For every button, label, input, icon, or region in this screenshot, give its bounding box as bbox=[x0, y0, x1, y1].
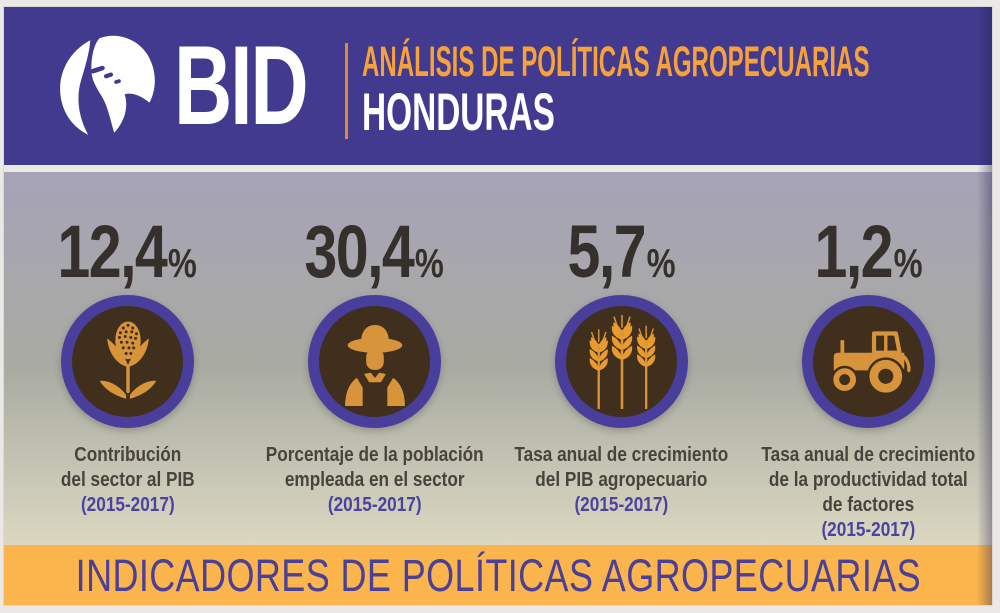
stat-column-employment: 30,4% bbox=[251, 172, 498, 545]
header-title: ANÁLISIS DE POLÍTICAS AGROPECUARIAS bbox=[362, 38, 870, 86]
infographic-page: BID ANÁLISIS DE POLÍTICAS AGROPECUARIAS … bbox=[4, 7, 992, 605]
header-divider bbox=[345, 43, 348, 139]
stat-caption: Contribución del sector al PIB (2015-201… bbox=[61, 443, 195, 518]
stat-caption: Tasa anual de crecimiento del PIB agrope… bbox=[515, 443, 729, 518]
stat-period: (2015-2017) bbox=[80, 494, 175, 516]
tractor-icon bbox=[830, 330, 911, 395]
footer-title: INDICADORES DE POLÍTICAS AGROPECUARIAS bbox=[75, 549, 921, 601]
bid-logo-text: BID bbox=[174, 23, 309, 148]
percent-sign: % bbox=[415, 240, 445, 286]
stat-value: 30,4% bbox=[305, 215, 444, 289]
caption-line: Porcentaje de la población bbox=[265, 444, 484, 466]
footer-band: INDICADORES DE POLÍTICAS AGROPECUARIAS bbox=[4, 545, 992, 605]
caption-line: Contribución bbox=[73, 444, 182, 466]
stat-badge bbox=[555, 295, 688, 428]
header-band: BID ANÁLISIS DE POLÍTICAS AGROPECUARIAS … bbox=[4, 7, 992, 165]
caption-line: del sector al PIB bbox=[60, 469, 195, 491]
corn-icon bbox=[99, 320, 156, 399]
percent-sign: % bbox=[168, 240, 198, 286]
caption-line: del PIB agropecuario bbox=[535, 469, 708, 491]
bid-globe-icon bbox=[60, 35, 155, 135]
wheat-icon bbox=[577, 315, 667, 409]
farmer-icon bbox=[344, 324, 405, 406]
caption-line: empleada en el sector bbox=[284, 469, 465, 491]
caption-line: Tasa anual de crecimiento bbox=[761, 444, 976, 466]
stat-period: (2015-2017) bbox=[574, 494, 669, 516]
stat-badge bbox=[308, 295, 441, 428]
percent-sign: % bbox=[893, 240, 923, 286]
percent-sign: % bbox=[646, 240, 676, 286]
caption-line: de factores bbox=[822, 494, 915, 516]
stat-column-productivity: 1,2% Tas bbox=[745, 172, 992, 545]
stat-value: 5,7% bbox=[567, 215, 675, 289]
stat-caption: Porcentaje de la población empleada en e… bbox=[266, 443, 484, 518]
stats-section: 12,4% bbox=[4, 172, 992, 545]
stat-badge bbox=[61, 295, 194, 428]
stat-badge bbox=[802, 295, 935, 428]
bid-logo: BID bbox=[48, 30, 358, 142]
stat-period: (2015-2017) bbox=[327, 494, 422, 516]
stat-period: (2015-2017) bbox=[821, 519, 916, 541]
caption-line: de la productividad total bbox=[769, 469, 968, 491]
stat-value: 12,4% bbox=[58, 215, 197, 289]
header-country: HONDURAS bbox=[362, 83, 555, 142]
stat-column-pib-contribution: 12,4% bbox=[4, 172, 251, 545]
caption-line: Tasa anual de crecimiento bbox=[514, 444, 729, 466]
header-titles: ANÁLISIS DE POLÍTICAS AGROPECUARIAS HOND… bbox=[362, 38, 1000, 142]
stat-value: 1,2% bbox=[814, 215, 922, 289]
stat-caption: Tasa anual de crecimiento de la producti… bbox=[762, 443, 976, 543]
stat-column-pib-growth: 5,7% bbox=[498, 172, 745, 545]
